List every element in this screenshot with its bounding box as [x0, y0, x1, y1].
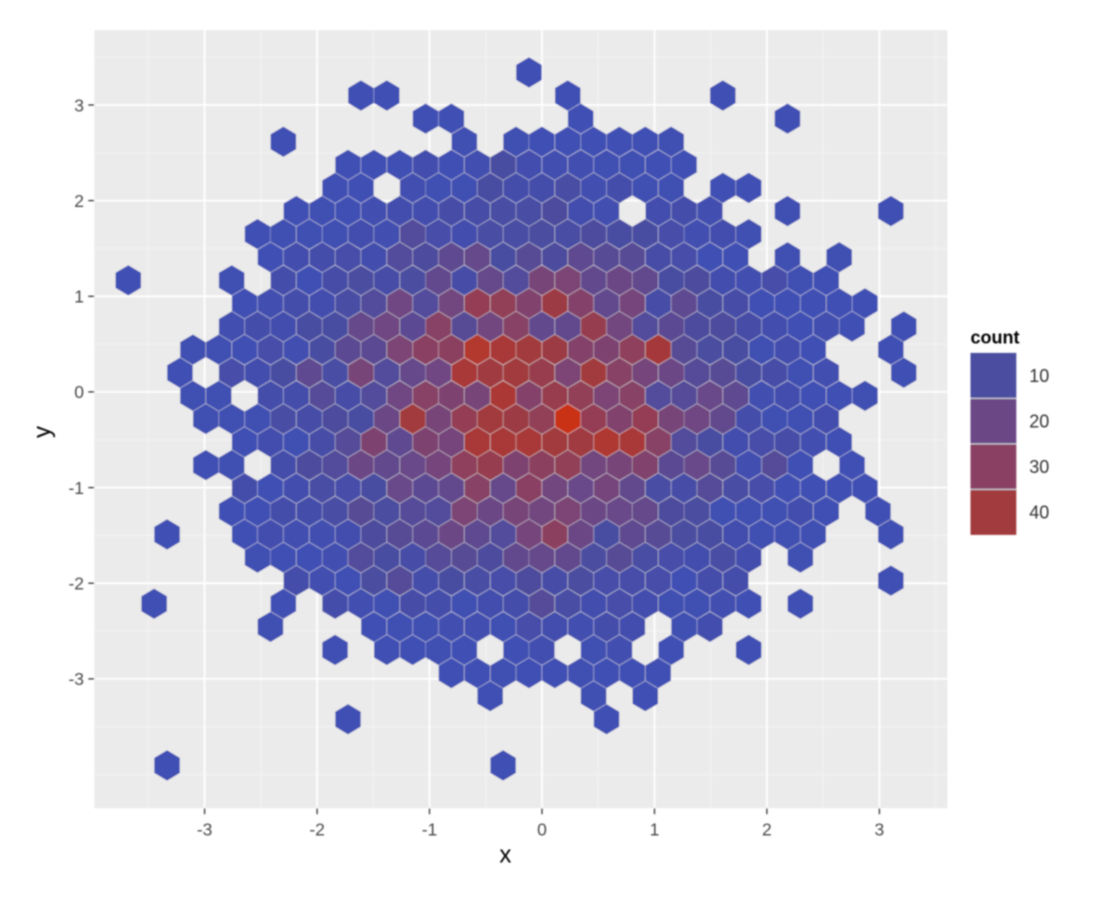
svg-text:-3: -3 [68, 669, 84, 689]
svg-text:y: y [29, 426, 56, 438]
svg-text:20: 20 [1029, 411, 1049, 431]
svg-text:3: 3 [74, 95, 84, 115]
svg-text:-1: -1 [68, 478, 84, 498]
svg-text:1: 1 [650, 819, 660, 839]
svg-text:-3: -3 [197, 819, 213, 839]
svg-text:0: 0 [537, 819, 547, 839]
svg-text:-2: -2 [309, 819, 325, 839]
svg-text:3: 3 [875, 819, 885, 839]
svg-text:-2: -2 [68, 574, 84, 594]
svg-text:x: x [499, 842, 511, 869]
svg-text:1: 1 [74, 287, 84, 307]
svg-text:40: 40 [1029, 502, 1049, 522]
svg-text:10: 10 [1029, 366, 1049, 386]
svg-text:30: 30 [1029, 457, 1049, 477]
svg-text:2: 2 [74, 191, 84, 211]
svg-text:-1: -1 [422, 819, 438, 839]
svg-text:2: 2 [762, 819, 772, 839]
svg-text:count: count [971, 328, 1020, 348]
svg-text:0: 0 [74, 382, 84, 402]
